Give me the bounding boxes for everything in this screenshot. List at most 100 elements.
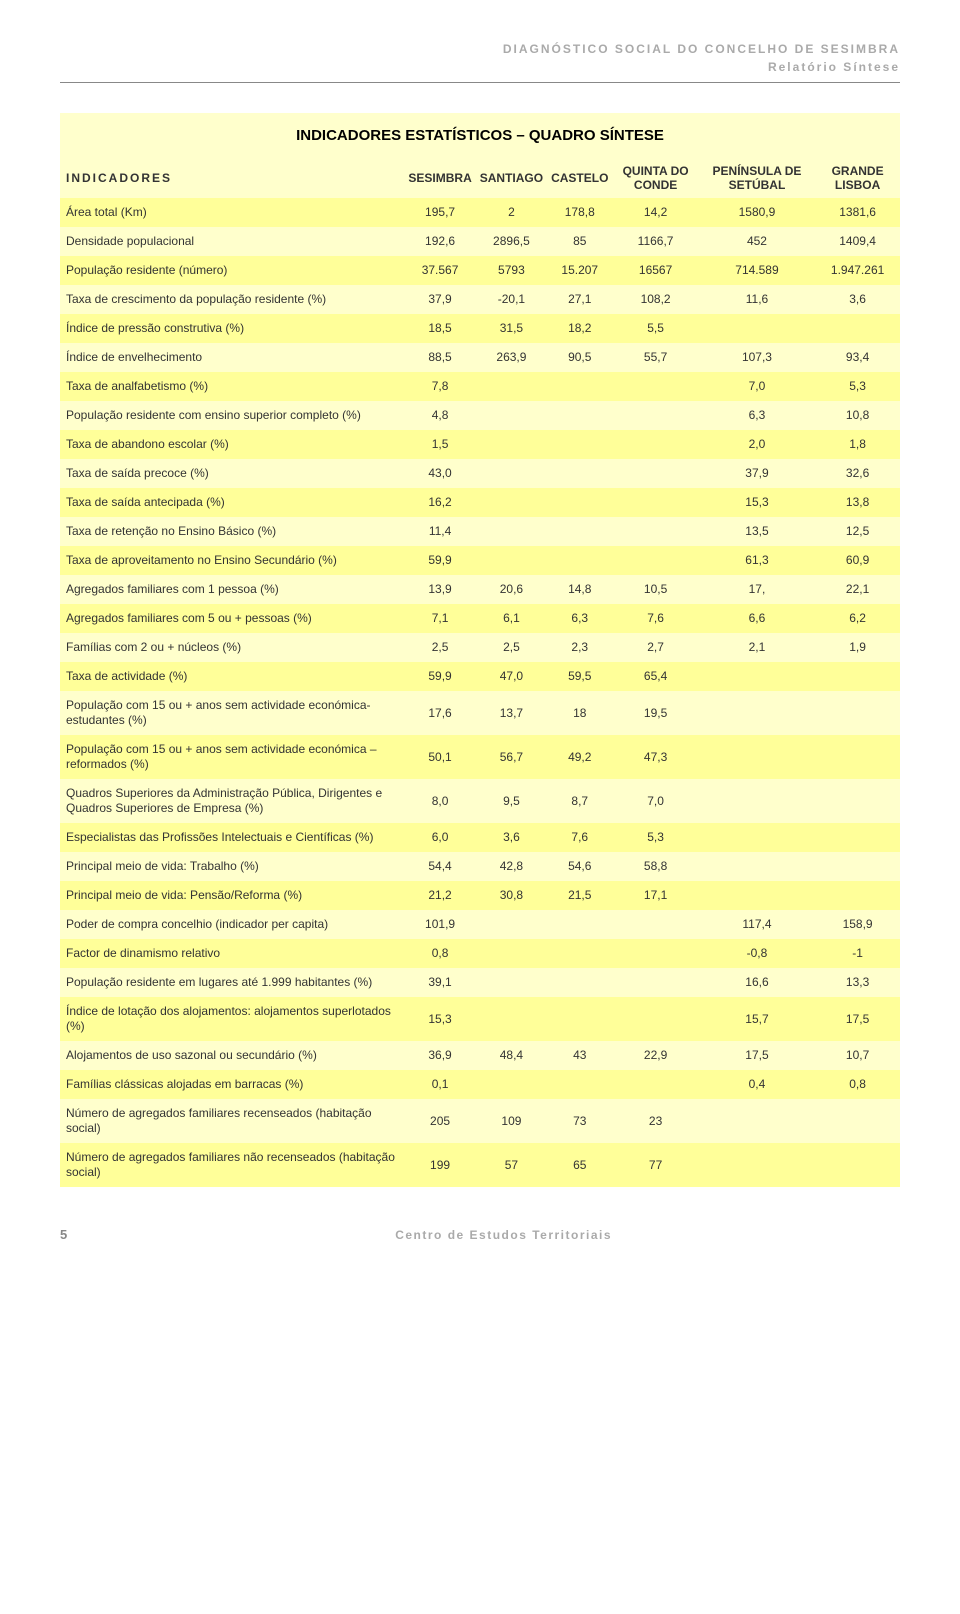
cell-value: 7,1 [404,604,475,633]
table-row: Agregados familiares com 5 ou + pessoas … [60,604,900,633]
cell-value: 14,2 [612,198,698,227]
cell-value: 10,7 [815,1041,900,1070]
cell-value: 7,0 [612,779,698,823]
cell-value: 77 [612,1143,698,1187]
row-label: Principal meio de vida: Trabalho (%) [60,852,404,881]
row-label: Taxa de saída precoce (%) [60,459,404,488]
cell-value: 205 [404,1099,475,1143]
col-header-label: INDICADORES [60,158,404,198]
cell-value: -1 [815,939,900,968]
document-header: DIAGNÓSTICO SOCIAL DO CONCELHO DE SESIMB… [60,40,900,83]
cell-value: 54,6 [547,852,612,881]
cell-value [612,1070,698,1099]
cell-value [547,1070,612,1099]
table-row: Taxa de actividade (%)59,947,059,565,4 [60,662,900,691]
cell-value [476,430,547,459]
cell-value: 39,1 [404,968,475,997]
row-label: População com 15 ou + anos sem actividad… [60,735,404,779]
row-label: Índice de lotação dos alojamentos: aloja… [60,997,404,1041]
cell-value: 263,9 [476,343,547,372]
cell-value: 65,4 [612,662,698,691]
col-header-c4: QUINTA DO CONDE [612,158,698,198]
cell-value: 109 [476,1099,547,1143]
cell-value: 17,5 [815,997,900,1041]
cell-value: 14,8 [547,575,612,604]
cell-value: 61,3 [699,546,815,575]
table-row: População com 15 ou + anos sem actividad… [60,691,900,735]
cell-value: 57 [476,1143,547,1187]
cell-value [612,488,698,517]
cell-value: 5,5 [612,314,698,343]
cell-value [612,517,698,546]
cell-value: 31,5 [476,314,547,343]
cell-value [476,1070,547,1099]
cell-value [547,430,612,459]
row-label: Famílias clássicas alojadas em barracas … [60,1070,404,1099]
cell-value: 16,6 [699,968,815,997]
cell-value [547,968,612,997]
cell-value: -0,8 [699,939,815,968]
row-label: Número de agregados familiares recensead… [60,1099,404,1143]
row-label: Famílias com 2 ou + núcleos (%) [60,633,404,662]
col-header-c2: SANTIAGO [476,158,547,198]
cell-value: 50,1 [404,735,475,779]
cell-value [699,823,815,852]
cell-value: 107,3 [699,343,815,372]
cell-value [612,546,698,575]
cell-value: 18,5 [404,314,475,343]
cell-value: 49,2 [547,735,612,779]
cell-value: 1580,9 [699,198,815,227]
cell-value [815,823,900,852]
cell-value: 8,7 [547,779,612,823]
cell-value: 1381,6 [815,198,900,227]
cell-value: 452 [699,227,815,256]
table-row: Densidade populacional192,62896,5851166,… [60,227,900,256]
cell-value [699,779,815,823]
cell-value [699,735,815,779]
cell-value: 90,5 [547,343,612,372]
row-label: Quadros Superiores da Administração Públ… [60,779,404,823]
cell-value: 1166,7 [612,227,698,256]
cell-value: 2896,5 [476,227,547,256]
cell-value: 13,5 [699,517,815,546]
cell-value [699,852,815,881]
cell-value: 22,9 [612,1041,698,1070]
row-label: Taxa de analfabetismo (%) [60,372,404,401]
cell-value: 5,3 [815,372,900,401]
cell-value [612,372,698,401]
cell-value: 13,3 [815,968,900,997]
cell-value [699,881,815,910]
row-label: Índice de envelhecimento [60,343,404,372]
table-row: Famílias com 2 ou + núcleos (%)2,52,52,3… [60,633,900,662]
cell-value: 2,0 [699,430,815,459]
cell-value: 2,3 [547,633,612,662]
row-label: Agregados familiares com 5 ou + pessoas … [60,604,404,633]
cell-value [612,910,698,939]
cell-value [699,691,815,735]
row-label: Factor de dinamismo relativo [60,939,404,968]
cell-value [815,881,900,910]
cell-value: 56,7 [476,735,547,779]
cell-value [547,997,612,1041]
col-header-c3: CASTELO [547,158,612,198]
cell-value [815,314,900,343]
cell-value [476,997,547,1041]
cell-value [815,735,900,779]
row-label: Densidade populacional [60,227,404,256]
cell-value: 2 [476,198,547,227]
cell-value [476,488,547,517]
cell-value: 55,7 [612,343,698,372]
table-row: Área total (Km)195,72178,814,21580,91381… [60,198,900,227]
cell-value [476,401,547,430]
cell-value: 6,6 [699,604,815,633]
cell-value [476,517,547,546]
page-number: 5 [60,1227,67,1242]
cell-value [612,459,698,488]
cell-value: 0,8 [815,1070,900,1099]
cell-value: 18,2 [547,314,612,343]
col-header-c6: GRANDE LISBOA [815,158,900,198]
cell-value: 0,8 [404,939,475,968]
row-label: População com 15 ou + anos sem actividad… [60,691,404,735]
table-row: População residente com ensino superior … [60,401,900,430]
cell-value: 17,5 [699,1041,815,1070]
